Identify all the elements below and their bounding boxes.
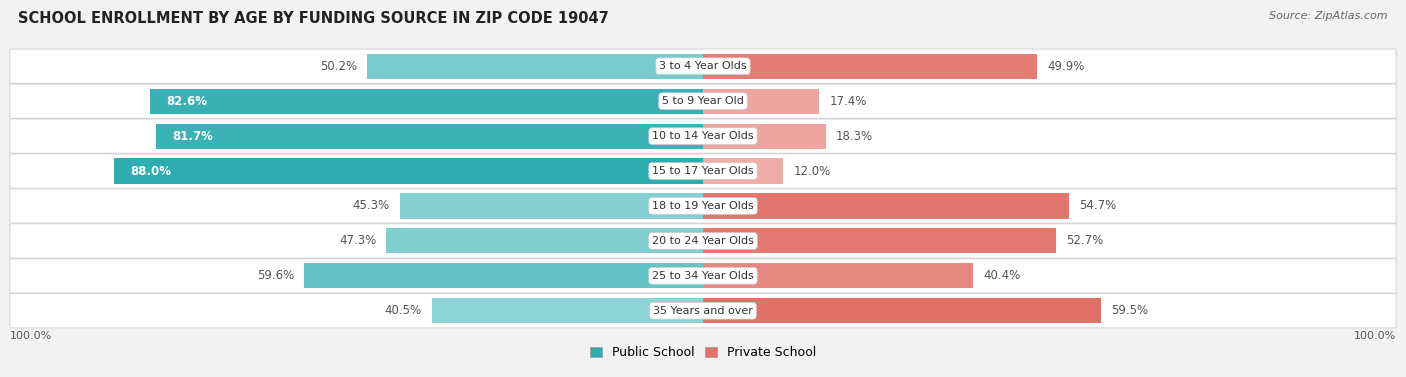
Text: 40.4%: 40.4% bbox=[984, 269, 1021, 282]
FancyBboxPatch shape bbox=[10, 49, 1396, 83]
Bar bbox=[703, 193, 1069, 219]
Bar bbox=[703, 124, 825, 149]
Text: 18 to 19 Year Olds: 18 to 19 Year Olds bbox=[652, 201, 754, 211]
Bar bbox=[703, 228, 1056, 253]
Text: SCHOOL ENROLLMENT BY AGE BY FUNDING SOURCE IN ZIP CODE 19047: SCHOOL ENROLLMENT BY AGE BY FUNDING SOUR… bbox=[18, 11, 609, 26]
Text: 17.4%: 17.4% bbox=[830, 95, 868, 108]
Text: 12.0%: 12.0% bbox=[793, 164, 831, 178]
Text: 59.5%: 59.5% bbox=[1111, 304, 1149, 317]
Text: 35 Years and over: 35 Years and over bbox=[652, 306, 754, 316]
Text: 18.3%: 18.3% bbox=[835, 130, 873, 143]
Bar bbox=[114, 158, 703, 184]
Text: 59.6%: 59.6% bbox=[257, 269, 294, 282]
Text: 47.3%: 47.3% bbox=[339, 234, 377, 247]
Text: 5 to 9 Year Old: 5 to 9 Year Old bbox=[662, 96, 744, 106]
Bar bbox=[703, 54, 1038, 79]
Text: 15 to 17 Year Olds: 15 to 17 Year Olds bbox=[652, 166, 754, 176]
Text: 52.7%: 52.7% bbox=[1066, 234, 1104, 247]
Bar bbox=[432, 298, 703, 323]
Bar bbox=[703, 263, 973, 288]
Bar bbox=[703, 158, 783, 184]
Text: 40.5%: 40.5% bbox=[385, 304, 422, 317]
Bar bbox=[399, 193, 703, 219]
FancyBboxPatch shape bbox=[10, 189, 1396, 223]
Bar bbox=[387, 228, 703, 253]
Text: 45.3%: 45.3% bbox=[353, 199, 389, 213]
FancyBboxPatch shape bbox=[10, 294, 1396, 328]
FancyBboxPatch shape bbox=[10, 84, 1396, 118]
Bar bbox=[156, 124, 703, 149]
Text: 54.7%: 54.7% bbox=[1080, 199, 1116, 213]
Text: 100.0%: 100.0% bbox=[10, 331, 52, 341]
FancyBboxPatch shape bbox=[10, 154, 1396, 188]
FancyBboxPatch shape bbox=[10, 224, 1396, 258]
Text: 100.0%: 100.0% bbox=[1354, 331, 1396, 341]
Bar bbox=[367, 54, 703, 79]
Legend: Public School, Private School: Public School, Private School bbox=[586, 342, 820, 363]
Text: 88.0%: 88.0% bbox=[131, 164, 172, 178]
Text: 3 to 4 Year Olds: 3 to 4 Year Olds bbox=[659, 61, 747, 71]
Bar bbox=[150, 89, 703, 114]
Bar bbox=[304, 263, 703, 288]
Text: 20 to 24 Year Olds: 20 to 24 Year Olds bbox=[652, 236, 754, 246]
FancyBboxPatch shape bbox=[10, 259, 1396, 293]
Text: 81.7%: 81.7% bbox=[173, 130, 214, 143]
Text: 82.6%: 82.6% bbox=[167, 95, 208, 108]
Text: Source: ZipAtlas.com: Source: ZipAtlas.com bbox=[1270, 11, 1388, 21]
FancyBboxPatch shape bbox=[10, 119, 1396, 153]
Bar bbox=[703, 298, 1101, 323]
Bar bbox=[703, 89, 820, 114]
Text: 49.9%: 49.9% bbox=[1047, 60, 1084, 73]
Text: 50.2%: 50.2% bbox=[319, 60, 357, 73]
Text: 25 to 34 Year Olds: 25 to 34 Year Olds bbox=[652, 271, 754, 281]
Text: 10 to 14 Year Olds: 10 to 14 Year Olds bbox=[652, 131, 754, 141]
